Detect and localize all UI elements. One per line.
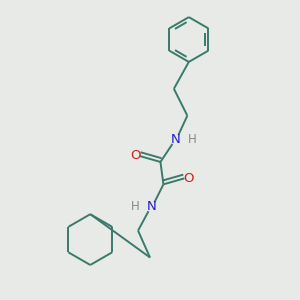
Text: N: N <box>170 133 180 146</box>
Text: H: H <box>131 200 140 213</box>
Text: O: O <box>130 149 140 163</box>
Text: N: N <box>147 200 156 213</box>
Text: O: O <box>184 172 194 185</box>
Text: H: H <box>188 133 197 146</box>
